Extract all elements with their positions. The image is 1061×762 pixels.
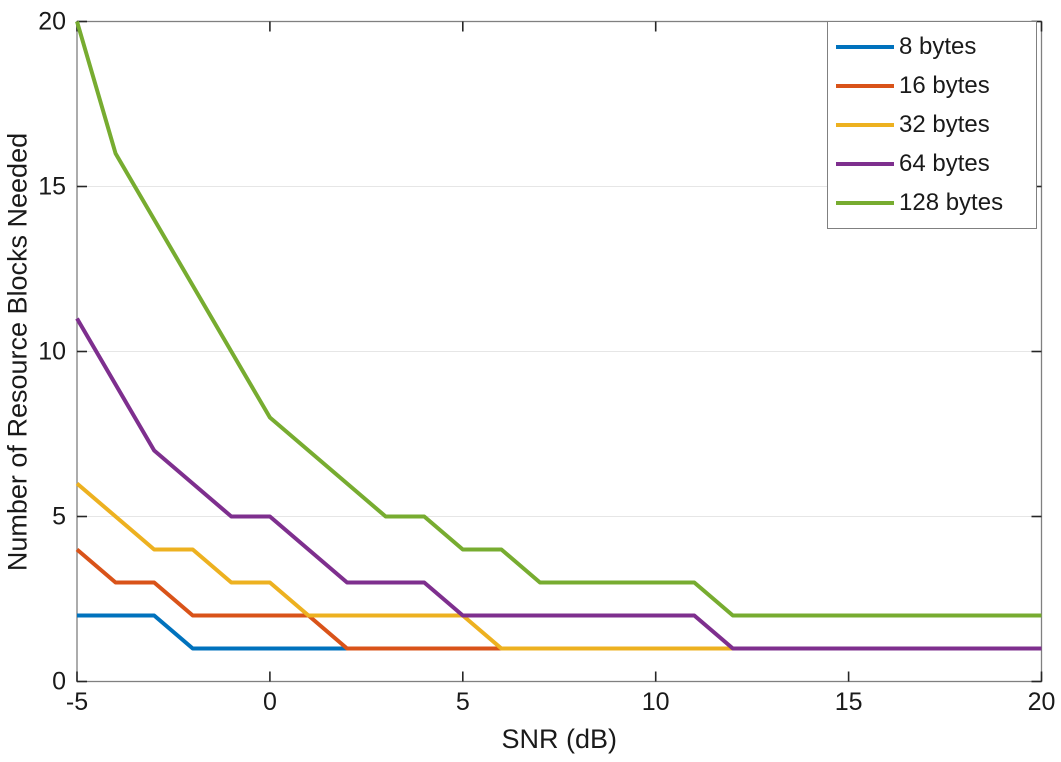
- legend-item-16-bytes: 16 bytes: [828, 74, 1036, 98]
- x-tick-label-10: 10: [641, 687, 670, 716]
- legend-line-swatch: [836, 45, 894, 50]
- legend-item-64-bytes: 64 bytes: [828, 149, 1036, 177]
- legend-label: 16 bytes: [899, 72, 990, 100]
- y-tick-label-10: 10: [38, 337, 66, 365]
- x-tick-label-20: 20: [1027, 687, 1056, 716]
- series-line-64-bytes: [75, 317, 1042, 651]
- y-tick-label-5: 5: [52, 502, 66, 530]
- legend-item-128-bytes: 128 bytes: [828, 188, 1036, 216]
- series-line-128-bytes: [75, 20, 1042, 618]
- legend-item-8-bytes: 8 bytes: [828, 35, 1036, 59]
- legend-label: 32 bytes: [899, 110, 990, 138]
- y-tick-label-20: 20: [38, 7, 66, 35]
- x-tick-label-5: 5: [455, 687, 470, 716]
- legend: 8 bytes 16 bytes 32 bytes 64 bytes 128 bytes: [827, 21, 1037, 229]
- legend-item-32-bytes: 32 bytes: [828, 110, 1036, 138]
- legend-line-swatch: [836, 200, 894, 205]
- x-tick-label-15: 15: [834, 687, 863, 716]
- series-line-16-bytes: [75, 547, 1042, 651]
- legend-label: 128 bytes: [899, 188, 1004, 216]
- x-tick-label--5: -5: [65, 687, 89, 716]
- x-tick-label-0: 0: [262, 687, 277, 716]
- y-tick-label-15: 15: [38, 172, 66, 200]
- series-line-8-bytes: [77, 613, 1042, 651]
- x-axis-label: SNR (dB): [501, 723, 618, 754]
- y-tick-label-0: 0: [52, 667, 66, 695]
- legend-line-swatch: [836, 122, 894, 127]
- legend-line-swatch: [836, 84, 894, 89]
- legend-label: 64 bytes: [899, 149, 990, 177]
- legend-label: 8 bytes: [899, 33, 977, 61]
- legend-line-swatch: [836, 161, 894, 166]
- y-axis-label: Number of Resource Blocks Needed: [2, 132, 33, 571]
